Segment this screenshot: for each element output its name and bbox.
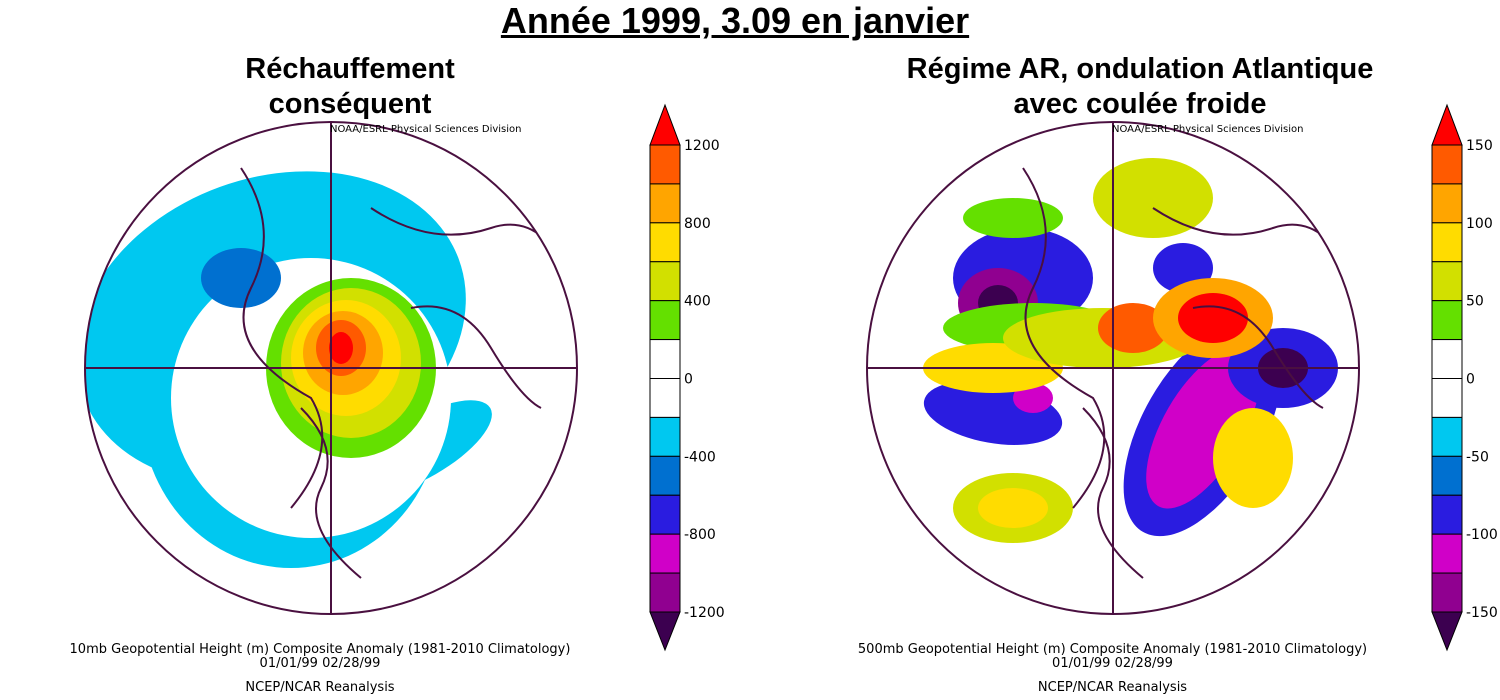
colorbar-tick-label: 150 [1466, 138, 1493, 154]
colorbar-tick-label: 400 [684, 294, 711, 310]
colorbar-band [1431, 455, 1463, 496]
anomaly-contour [1098, 303, 1168, 353]
left-anomaly-field [85, 122, 577, 614]
colorbar-arrow-top [649, 103, 681, 146]
left-caption: 10mb Geopotential Height (m) Composite A… [69, 642, 571, 657]
colorbar-left: 1200 800 400 0 -400 -800 -1200 [649, 103, 725, 652]
map-border [866, 121, 1360, 615]
colorbar-tick-label: -400 [684, 449, 716, 465]
coastlines [1022, 167, 1359, 579]
left-subtitle-line-2: conséquent [268, 88, 432, 120]
right-footer: 500mb Geopotential Height (m) Composite … [795, 643, 1430, 695]
colorbar-tick-label: 50 [1466, 294, 1484, 310]
colorbar-tick-label: -100 [1466, 527, 1498, 543]
colorbar-band [649, 416, 681, 457]
right-subtitle-line-1: Régime AR, ondulation Atlantique [906, 53, 1374, 85]
colorbar-band [1431, 494, 1463, 535]
left-source: NCEP/NCAR Reanalysis [245, 680, 395, 695]
colorbar-arrow-bottom [1431, 611, 1463, 652]
anomaly-contour [1178, 293, 1248, 343]
colorbar-band [649, 261, 681, 302]
left-subtitle: Réchauffement conséquent [150, 52, 550, 122]
anomaly-contour [963, 198, 1063, 238]
colorbar-band [649, 572, 681, 613]
colorbar-band [649, 183, 681, 224]
colorbar-right: 150 100 50 0 -50 -100 -150 [1431, 103, 1498, 652]
anomaly-contour [1093, 158, 1213, 238]
colorbar-arrow-top [1431, 103, 1463, 146]
right-credit: NOAA/ESRL Physical Sciences Division [1112, 124, 1304, 135]
colorbar-tick-label: 0 [684, 372, 693, 388]
left-footer: 10mb Geopotential Height (m) Composite A… [0, 643, 640, 695]
colorbar-band [649, 378, 681, 418]
colorbar-band [1431, 416, 1463, 457]
colorbar-band [649, 222, 681, 263]
colorbar-band [649, 494, 681, 535]
colorbar-band [1431, 339, 1463, 380]
anomaly-contour [201, 248, 281, 308]
colorbar-arrow-bottom [649, 611, 681, 652]
anomaly-contour [1146, 347, 1260, 509]
colorbar-band [1431, 144, 1463, 185]
left-dates: 01/01/99 02/28/99 [259, 656, 381, 671]
right-polar-map [866, 121, 1360, 615]
left-polar-map [84, 121, 578, 615]
colorbar-band [1431, 378, 1463, 418]
left-credit: NOAA/ESRL Physical Sciences Division [330, 124, 522, 135]
coastlines [240, 167, 577, 579]
page-title: Année 1999, 3.09 en janvier [500, 0, 970, 41]
colorbar-tick-label: 0 [1466, 372, 1475, 388]
anomaly-contour [1213, 408, 1293, 508]
anomaly-contour [329, 332, 353, 364]
colorbar-band [649, 455, 681, 496]
colorbar-band [1431, 222, 1463, 263]
colorbar-band [1431, 533, 1463, 574]
colorbar-tick-label: -1200 [684, 605, 725, 621]
colorbar-band [1431, 572, 1463, 613]
right-source: NCEP/NCAR Reanalysis [1037, 680, 1188, 695]
colorbar-band [1431, 183, 1463, 224]
colorbar-band [649, 144, 681, 185]
colorbar-tick-label: 800 [684, 216, 711, 232]
colorbar-tick-label: -50 [1466, 449, 1489, 465]
colorbar-band [1431, 300, 1463, 341]
right-caption: 500mb Geopotential Height (m) Composite … [857, 642, 1368, 657]
right-subtitle: Régime AR, ondulation Atlantique avec co… [840, 52, 1440, 122]
anomaly-contour [978, 488, 1048, 528]
colorbar-tick-label: -150 [1466, 605, 1498, 621]
right-dates: 01/01/99 02/28/99 [1052, 656, 1173, 671]
colorbar-tick-label: 1200 [684, 138, 720, 154]
colorbar-tick-label: -800 [684, 527, 716, 543]
colorbar-band [649, 533, 681, 574]
right-subtitle-line-2: avec coulée froide [1013, 88, 1267, 120]
colorbar-band [649, 300, 681, 341]
colorbar-band [649, 339, 681, 380]
colorbar-tick-label: 100 [1466, 216, 1493, 232]
colorbar-band [1431, 261, 1463, 302]
map-border [84, 121, 578, 615]
left-subtitle-line-1: Réchauffement [245, 53, 455, 85]
